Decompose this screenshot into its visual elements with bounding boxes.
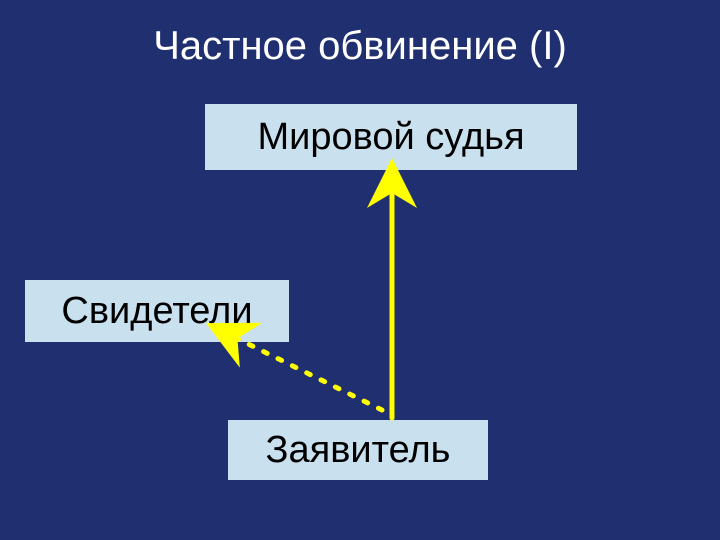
box-witnesses-label: Свидетели — [61, 290, 252, 333]
box-judge: Мировой судья — [205, 104, 577, 170]
box-applicant-label: Заявитель — [266, 429, 451, 472]
box-judge-label: Мировой судья — [257, 116, 524, 159]
box-witnesses: Свидетели — [25, 280, 289, 342]
slide: Частное обвинение (I) Мировой судья Свид… — [0, 0, 720, 540]
arrow-dashed — [224, 332, 382, 410]
slide-title: Частное обвинение (I) — [0, 24, 720, 69]
box-applicant: Заявитель — [228, 420, 488, 480]
